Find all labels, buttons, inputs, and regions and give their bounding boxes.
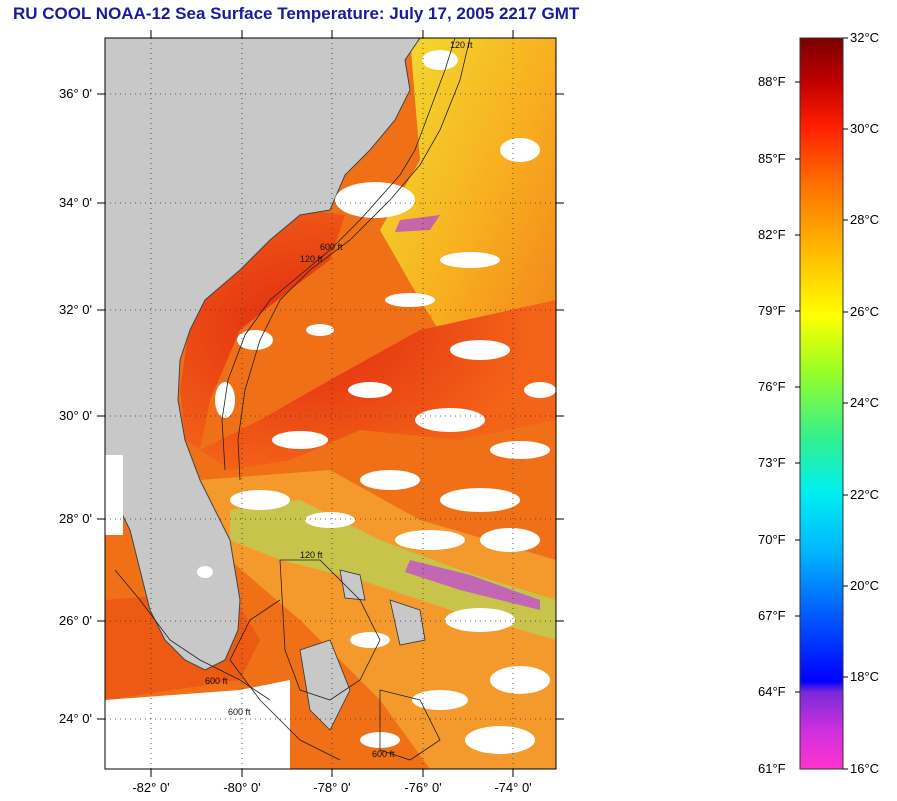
- contour-label: 120 ft: [450, 40, 473, 50]
- fahrenheit-label: 73°F: [758, 455, 786, 470]
- contour-label: 120 ft: [300, 550, 323, 560]
- gulf-cloud-mask: [105, 455, 123, 535]
- contour-label: 600 ft: [205, 676, 228, 686]
- map-frame: [104, 37, 557, 770]
- fahrenheit-label: 67°F: [758, 608, 786, 623]
- map-tick-marks: [97, 30, 564, 777]
- bathymetry-contours: [114, 38, 471, 761]
- contour-label: 600 ft: [320, 242, 343, 252]
- lat-tick-label: 34° 0': [59, 195, 92, 210]
- bahamas-island: [389, 599, 426, 646]
- celsius-label: 30°C: [850, 121, 880, 136]
- graticule: [105, 38, 556, 769]
- purple-cold-streak-2: [395, 215, 440, 232]
- lon-tick-label: -80° 0': [223, 780, 261, 795]
- purple-cold-streak: [405, 560, 540, 610]
- pamlico-cloud-area: [335, 182, 415, 218]
- fahrenheit-label: 70°F: [758, 532, 786, 547]
- lat-tick-label: 28° 0': [59, 511, 92, 526]
- contour-label: 600 ft: [228, 707, 251, 717]
- fahrenheit-label: 79°F: [758, 303, 786, 318]
- fahrenheit-label: 82°F: [758, 227, 786, 242]
- land-mainland: [105, 38, 421, 671]
- fahrenheit-label: 76°F: [758, 379, 786, 394]
- lon-tick-label: -74° 0': [494, 780, 532, 795]
- lon-tick-label: -82° 0': [132, 780, 170, 795]
- lat-tick-label: 32° 0': [59, 302, 92, 317]
- celsius-label: 32°C: [850, 30, 880, 45]
- lat-tick-label: 24° 0': [59, 711, 92, 726]
- fahrenheit-label: 85°F: [758, 151, 786, 166]
- lat-tick-label: 30° 0': [59, 408, 92, 423]
- southern-cloud-mask: [105, 680, 290, 769]
- fahrenheit-label: 64°F: [758, 684, 786, 699]
- gulf-stream-warm-core: [180, 210, 556, 470]
- cloud-patches: [197, 50, 556, 754]
- celsius-label: 22°C: [850, 487, 880, 502]
- lon-tick-label: -78° 0': [313, 780, 351, 795]
- mixed-green-band: [230, 500, 556, 640]
- bahamas-island-2: [339, 569, 366, 601]
- lat-tick-label: 26° 0': [59, 613, 92, 628]
- celsius-label: 18°C: [850, 669, 880, 684]
- lat-tick-label: 36° 0': [59, 86, 92, 101]
- contour-label: 120 ft: [300, 254, 323, 264]
- bahamas-bank: [299, 639, 351, 731]
- fahrenheit-label: 88°F: [758, 74, 786, 89]
- celsius-label: 28°C: [850, 212, 880, 227]
- celsius-label: 26°C: [850, 304, 880, 319]
- lon-tick-label: -76° 0': [404, 780, 442, 795]
- map-title: RU COOL NOAA-12 Sea Surface Temperature:…: [13, 4, 580, 23]
- fahrenheit-label: 61°F: [758, 761, 786, 776]
- contour-label: 600 ft: [372, 749, 395, 759]
- celsius-label: 16°C: [850, 761, 880, 776]
- celsius-label: 24°C: [850, 395, 880, 410]
- celsius-label: 20°C: [850, 578, 880, 593]
